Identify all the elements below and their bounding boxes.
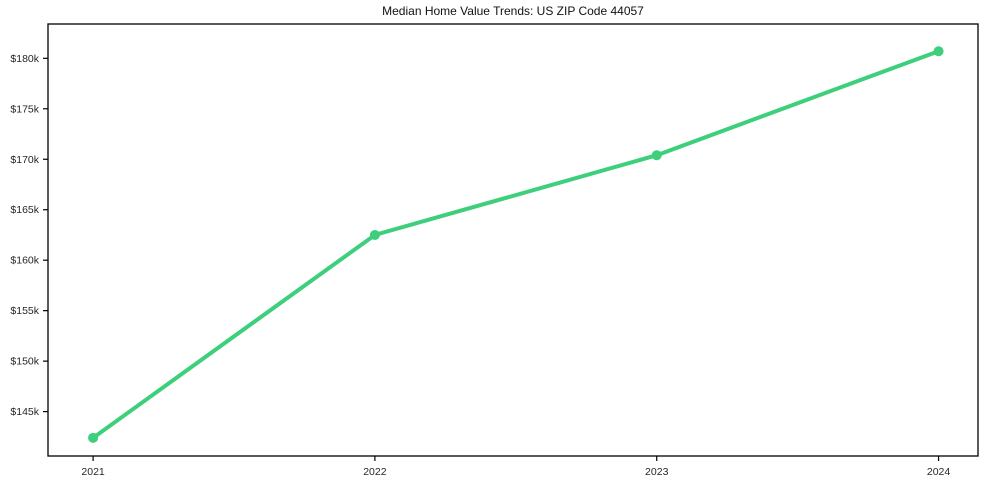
plot-frame bbox=[47, 23, 979, 457]
data-point bbox=[933, 46, 944, 57]
data-point bbox=[369, 229, 380, 240]
data-point bbox=[651, 150, 662, 161]
y-tick-label: $170k bbox=[10, 154, 39, 166]
y-tick-label: $175k bbox=[10, 103, 39, 115]
trend-line bbox=[91, 49, 941, 440]
y-tick-label: $150k bbox=[10, 356, 39, 368]
y-tick-label: $160k bbox=[10, 255, 39, 267]
y-tick-label: $145k bbox=[10, 406, 39, 418]
x-tick-label: 2021 bbox=[81, 466, 105, 478]
y-tick-label: $180k bbox=[10, 53, 39, 65]
chart-title: Median Home Value Trends: US ZIP Code 44… bbox=[382, 4, 644, 18]
y-tick-label: $155k bbox=[10, 305, 39, 317]
y-tick-label: $165k bbox=[10, 204, 39, 216]
x-tick-label: 2022 bbox=[363, 466, 387, 478]
x-tick-label: 2023 bbox=[645, 466, 669, 478]
data-point bbox=[88, 432, 99, 443]
x-tick-label: 2024 bbox=[927, 466, 951, 478]
